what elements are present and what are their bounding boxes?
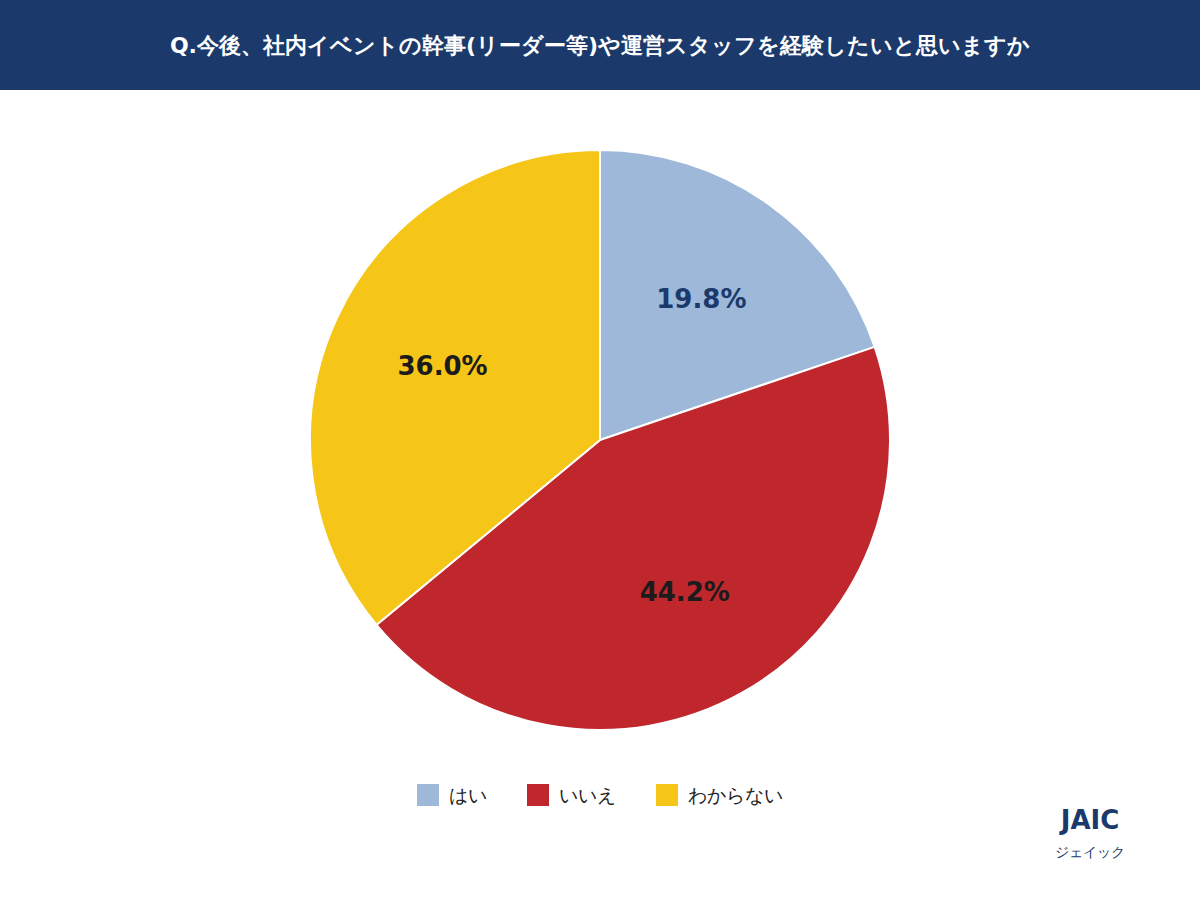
pie-slice — [310, 150, 600, 625]
chart: Q.今後、社内イベントの幹事(リーダー等)や運営スタッフを経験したいと思いますか… — [0, 0, 1200, 900]
background — [0, 0, 1200, 900]
title-band — [0, 0, 1200, 90]
chart-container: Q.今後、社内イベントの幹事(リーダー等)や運営スタッフを経験したいと思いますか… — [0, 0, 1200, 900]
legend-swatch — [417, 784, 439, 806]
legend-label: はい — [449, 784, 487, 806]
slices — [310, 150, 890, 730]
legend: はい いいえ わからない — [417, 784, 783, 806]
data-label: 44.2% — [640, 577, 730, 607]
legend-label: いいえ — [559, 784, 616, 806]
data-label: 19.8% — [656, 284, 746, 314]
annotation: JAIC — [1059, 805, 1120, 835]
data-labels: 19.8% 44.2% 36.0% — [397, 284, 746, 607]
annotation: ジェイック — [1055, 844, 1125, 860]
annotations: JAIC ジェイック — [1055, 805, 1125, 860]
title: Q.今後、社内イベントの幹事(リーダー等)や運営スタッフを経験したいと思いますか — [170, 33, 1030, 58]
data-label: 36.0% — [397, 351, 487, 381]
legend-label: わからない — [688, 784, 783, 806]
legend-swatch — [527, 784, 549, 806]
legend-swatch — [656, 784, 678, 806]
